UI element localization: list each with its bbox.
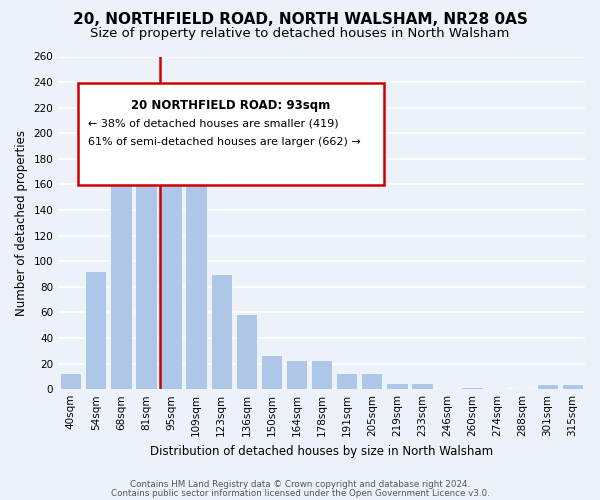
Text: 20 NORTHFIELD ROAD: 93sqm: 20 NORTHFIELD ROAD: 93sqm <box>131 99 331 112</box>
Bar <box>110 160 131 389</box>
Bar <box>461 386 483 389</box>
Bar <box>361 372 382 389</box>
Text: Contains public sector information licensed under the Open Government Licence v3: Contains public sector information licen… <box>110 489 490 498</box>
Text: 61% of semi-detached houses are larger (662) →: 61% of semi-detached houses are larger (… <box>88 138 361 147</box>
Bar <box>211 274 232 389</box>
Bar <box>487 388 508 389</box>
Bar <box>160 120 182 389</box>
Bar <box>436 388 458 389</box>
Bar <box>85 272 106 389</box>
Bar <box>562 384 583 389</box>
Bar <box>512 388 533 389</box>
Bar <box>261 354 282 389</box>
Text: 20, NORTHFIELD ROAD, NORTH WALSHAM, NR28 0AS: 20, NORTHFIELD ROAD, NORTH WALSHAM, NR28… <box>73 12 527 28</box>
Bar <box>386 383 407 389</box>
Text: Contains HM Land Registry data © Crown copyright and database right 2024.: Contains HM Land Registry data © Crown c… <box>130 480 470 489</box>
Text: Size of property relative to detached houses in North Walsham: Size of property relative to detached ho… <box>91 28 509 40</box>
Bar <box>185 178 207 389</box>
Y-axis label: Number of detached properties: Number of detached properties <box>15 130 28 316</box>
Bar <box>537 384 558 389</box>
Bar <box>236 314 257 389</box>
X-axis label: Distribution of detached houses by size in North Walsham: Distribution of detached houses by size … <box>150 444 493 458</box>
Bar <box>336 372 358 389</box>
Text: ← 38% of detached houses are smaller (419): ← 38% of detached houses are smaller (41… <box>88 119 339 129</box>
Bar <box>286 360 307 389</box>
Bar <box>311 360 332 389</box>
Bar <box>136 158 157 389</box>
Bar <box>411 383 433 389</box>
Bar <box>60 372 82 389</box>
